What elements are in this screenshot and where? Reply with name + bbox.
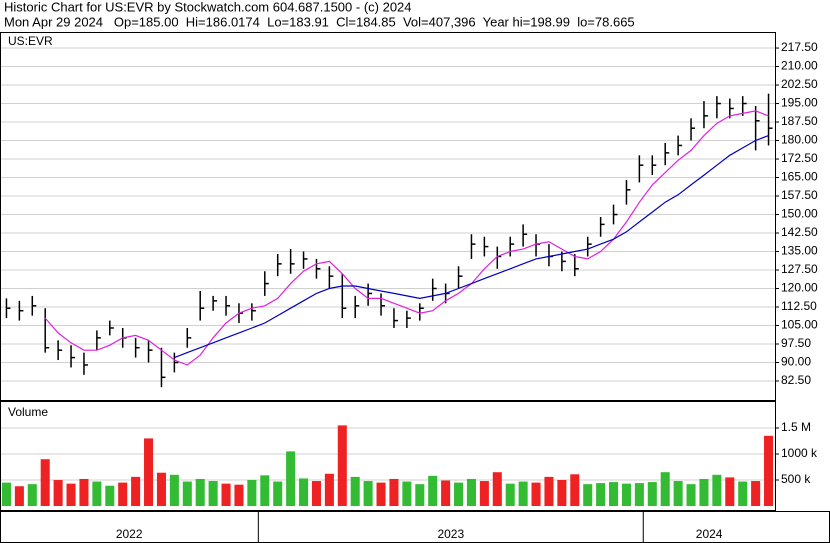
y-tick-label: 1000 k [781, 446, 818, 460]
volume-bar [428, 475, 438, 506]
y-tick-label: 150.00 [781, 207, 818, 221]
volume-bar [286, 451, 296, 506]
moving-average [44, 110, 769, 366]
volume-bar [79, 478, 89, 506]
volume-bar [725, 477, 735, 506]
volume-bar [337, 425, 347, 506]
volume-bar [195, 478, 205, 506]
volume-bar [53, 480, 63, 506]
volume-bar [738, 481, 748, 506]
volume-bar [260, 475, 270, 506]
y-tick-label: 500 k [781, 472, 811, 486]
y-tick-label: 180.00 [781, 133, 818, 147]
volume-bar [131, 476, 141, 506]
volume-bar [324, 473, 334, 506]
y-tick-label: 97.50 [781, 336, 811, 350]
volume-bar [415, 484, 425, 506]
volume-bar [596, 483, 606, 506]
y-tick-label: 217.50 [781, 40, 818, 54]
x-tick-label: 2022 [116, 527, 143, 541]
volume-bar [751, 481, 761, 506]
volume-bar [105, 485, 115, 506]
y-tick-label: 157.50 [781, 188, 818, 202]
y-tick-label: 210.00 [781, 59, 818, 73]
volume-label: Volume [8, 405, 48, 419]
volume-bar [441, 480, 451, 506]
volume-bar [247, 480, 257, 506]
volume-bar [376, 482, 386, 506]
volume-bar [531, 482, 541, 506]
y-tick-label: 120.00 [781, 281, 818, 295]
volume-bar [156, 472, 166, 506]
volume-bar [557, 480, 567, 506]
volume-bar [634, 483, 644, 506]
volume-bar [118, 482, 128, 506]
volume-bar [479, 481, 489, 506]
volume-bar [686, 484, 696, 506]
header-quote: Mon Apr 29 2024 Op=185.00 Hi=186.0174 Lo… [4, 14, 635, 29]
volume-bar [647, 482, 657, 506]
volume-bar [570, 474, 580, 506]
y-tick-label: 172.50 [781, 151, 818, 165]
y-tick-label: 127.50 [781, 262, 818, 276]
y-tick-label: 165.00 [781, 170, 818, 184]
volume-bar [583, 484, 593, 506]
price-panel [0, 32, 776, 401]
volume-bar [40, 459, 50, 506]
volume-bar [14, 486, 24, 506]
volume-bar [492, 472, 502, 506]
volume-bar [609, 482, 619, 506]
volume-bar [311, 481, 321, 506]
x-tick-label: 2023 [437, 527, 464, 541]
y-tick-label: 105.00 [781, 318, 818, 332]
y-tick-label: 1.5 M [781, 420, 811, 434]
volume-bar [66, 483, 76, 506]
volume-bar [699, 478, 709, 506]
volume-bar [764, 435, 774, 506]
volume-bar [92, 481, 102, 506]
volume-bar [27, 484, 37, 506]
volume-bar [505, 483, 515, 506]
volume-bar [673, 481, 683, 506]
x-tick-label: 2024 [696, 527, 723, 541]
header-title: Historic Chart for US:EVR by Stockwatch.… [4, 0, 412, 14]
volume-bar [169, 474, 179, 506]
volume-bar [350, 476, 360, 506]
volume-bar [299, 478, 309, 506]
volume-bar [273, 481, 283, 506]
volume-bar [466, 478, 476, 506]
volume-bar [660, 472, 670, 506]
volume-bar [389, 478, 399, 506]
volume-bar [402, 481, 412, 506]
y-tick-label: 112.50 [781, 299, 817, 313]
y-tick-label: 195.00 [781, 96, 818, 110]
y-tick-label: 142.50 [781, 225, 818, 239]
volume-bar [518, 481, 528, 506]
volume-bar [221, 483, 231, 506]
volume-bar [712, 474, 722, 506]
price-label: US:EVR [8, 34, 53, 48]
y-tick-label: 135.00 [781, 244, 818, 258]
volume-bar [621, 483, 631, 506]
volume-bar [363, 481, 373, 506]
volume-panel [0, 401, 776, 511]
volume-bar [208, 481, 218, 506]
y-tick-label: 82.50 [781, 373, 811, 387]
y-tick-label: 90.00 [781, 355, 811, 369]
moving-average [174, 135, 769, 359]
volume-bar [234, 484, 244, 506]
volume-bar [544, 476, 554, 506]
volume-bar [182, 481, 192, 506]
y-tick-label: 187.50 [781, 114, 818, 128]
y-tick-label: 202.50 [781, 77, 818, 91]
volume-bar [454, 482, 464, 506]
volume-bar [144, 438, 154, 506]
volume-bar [1, 482, 11, 506]
